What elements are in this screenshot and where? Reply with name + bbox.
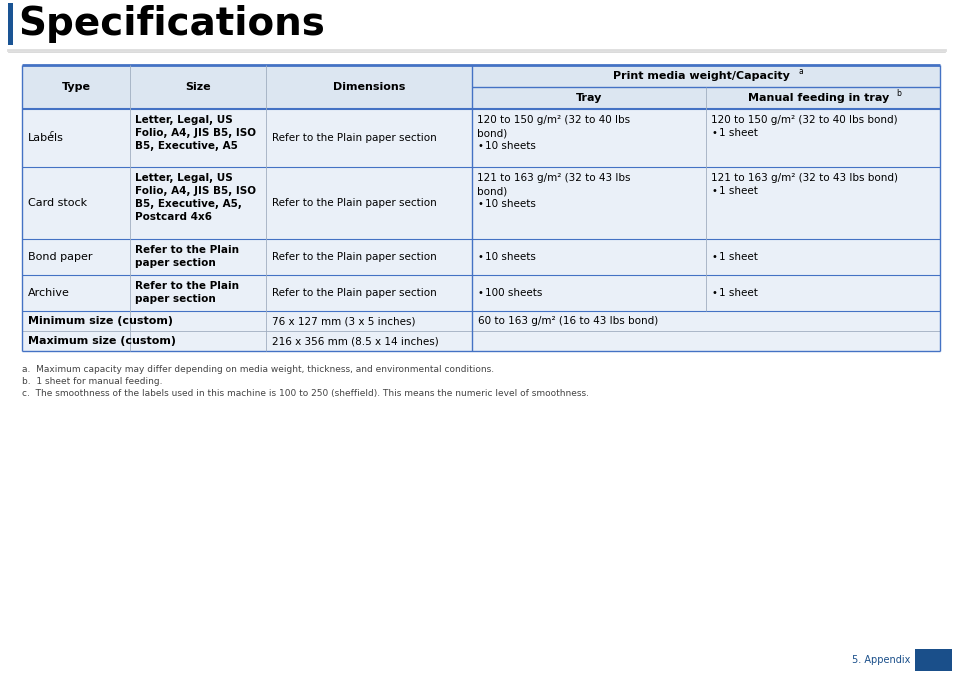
- Text: b: b: [895, 88, 900, 97]
- Text: 60 to 163 g/m² (16 to 43 lbs bond): 60 to 163 g/m² (16 to 43 lbs bond): [477, 316, 658, 326]
- Text: •: •: [477, 199, 483, 209]
- Text: bond): bond): [476, 186, 507, 196]
- Text: Refer to the Plain paper section: Refer to the Plain paper section: [272, 198, 436, 208]
- Text: Minimum size (custom): Minimum size (custom): [28, 316, 172, 326]
- Text: a.  Maximum capacity may differ depending on media weight, thickness, and enviro: a. Maximum capacity may differ depending…: [22, 365, 494, 374]
- Text: Specifications: Specifications: [18, 5, 325, 43]
- Text: Refer to the Plain paper section: Refer to the Plain paper section: [272, 252, 436, 262]
- Text: Type: Type: [62, 82, 91, 92]
- Text: Dimensions: Dimensions: [333, 82, 405, 92]
- Bar: [266, 87, 472, 109]
- Text: 216 x 356 mm (8.5 x 14 inches): 216 x 356 mm (8.5 x 14 inches): [272, 336, 438, 346]
- Bar: [914, 649, 951, 671]
- Text: paper section: paper section: [135, 258, 215, 268]
- Text: Labels: Labels: [28, 133, 64, 143]
- Bar: [8, 3, 13, 45]
- Text: 10 sheets: 10 sheets: [484, 141, 536, 151]
- Text: paper section: paper section: [135, 294, 215, 304]
- Text: Archive: Archive: [28, 288, 70, 298]
- Text: Refer to the Plain: Refer to the Plain: [135, 245, 239, 255]
- Bar: [22, 311, 939, 331]
- Text: Size: Size: [185, 82, 211, 92]
- Text: 120 to 150 g/m² (32 to 40 lbs: 120 to 150 g/m² (32 to 40 lbs: [476, 115, 629, 125]
- Text: Bond paper: Bond paper: [28, 252, 92, 262]
- Text: •: •: [711, 128, 717, 138]
- Text: 1 sheet: 1 sheet: [719, 252, 757, 262]
- Text: Maximum size (custom): Maximum size (custom): [28, 336, 175, 346]
- Text: Card stock: Card stock: [28, 198, 87, 208]
- Text: Refer to the Plain paper section: Refer to the Plain paper section: [272, 288, 436, 298]
- Bar: [22, 87, 131, 109]
- Text: B5, Executive, A5: B5, Executive, A5: [135, 141, 238, 151]
- Text: 100 sheets: 100 sheets: [484, 288, 541, 298]
- Text: Print media weight/Capacity: Print media weight/Capacity: [613, 71, 789, 81]
- Bar: [22, 65, 472, 87]
- Text: •: •: [711, 252, 717, 262]
- Text: 120 to 150 g/m² (32 to 40 lbs bond): 120 to 150 g/m² (32 to 40 lbs bond): [710, 115, 897, 125]
- Text: 1 sheet: 1 sheet: [719, 288, 757, 298]
- Text: 121 to 163 g/m² (32 to 43 lbs: 121 to 163 g/m² (32 to 43 lbs: [476, 173, 630, 183]
- Bar: [705, 87, 939, 109]
- Text: b.  1 sheet for manual feeding.: b. 1 sheet for manual feeding.: [22, 377, 162, 386]
- Bar: [22, 167, 939, 239]
- Bar: [472, 65, 939, 87]
- Text: 76 x 127 mm (3 x 5 inches): 76 x 127 mm (3 x 5 inches): [272, 316, 416, 326]
- Text: Postcard 4x6: Postcard 4x6: [135, 212, 213, 222]
- Text: a: a: [798, 67, 802, 76]
- Bar: [131, 87, 266, 109]
- Bar: [22, 331, 939, 351]
- Text: Letter, Legal, US: Letter, Legal, US: [135, 115, 233, 125]
- Text: B5, Executive, A5,: B5, Executive, A5,: [135, 199, 242, 209]
- Text: bond): bond): [476, 128, 507, 138]
- Text: 5. Appendix: 5. Appendix: [851, 655, 909, 665]
- Bar: [472, 87, 705, 109]
- Text: 10 sheets: 10 sheets: [484, 252, 536, 262]
- Text: •: •: [477, 252, 483, 262]
- Text: 1 sheet: 1 sheet: [719, 128, 757, 138]
- Text: •: •: [477, 141, 483, 151]
- Text: •: •: [711, 288, 717, 298]
- Text: Tray: Tray: [575, 93, 601, 103]
- Text: Folio, A4, JIS B5, ISO: Folio, A4, JIS B5, ISO: [135, 128, 256, 138]
- Text: Refer to the Plain: Refer to the Plain: [135, 281, 239, 291]
- Text: Refer to the Plain paper section: Refer to the Plain paper section: [272, 133, 436, 143]
- Text: c.  The smoothness of the labels used in this machine is 100 to 250 (sheffield).: c. The smoothness of the labels used in …: [22, 389, 588, 398]
- Text: Manual feeding in tray: Manual feeding in tray: [747, 93, 888, 103]
- Text: Letter, Legal, US: Letter, Legal, US: [135, 173, 233, 183]
- Text: •: •: [477, 288, 483, 298]
- Text: 1 sheet: 1 sheet: [719, 186, 757, 196]
- Bar: [22, 109, 939, 167]
- Text: 121 to 163 g/m² (32 to 43 lbs bond): 121 to 163 g/m² (32 to 43 lbs bond): [710, 173, 897, 183]
- Text: 75: 75: [922, 653, 943, 668]
- Bar: [22, 275, 939, 311]
- Bar: [22, 239, 939, 275]
- Text: c: c: [50, 128, 54, 138]
- Text: 10 sheets: 10 sheets: [484, 199, 536, 209]
- Text: Folio, A4, JIS B5, ISO: Folio, A4, JIS B5, ISO: [135, 186, 256, 196]
- Text: •: •: [711, 186, 717, 196]
